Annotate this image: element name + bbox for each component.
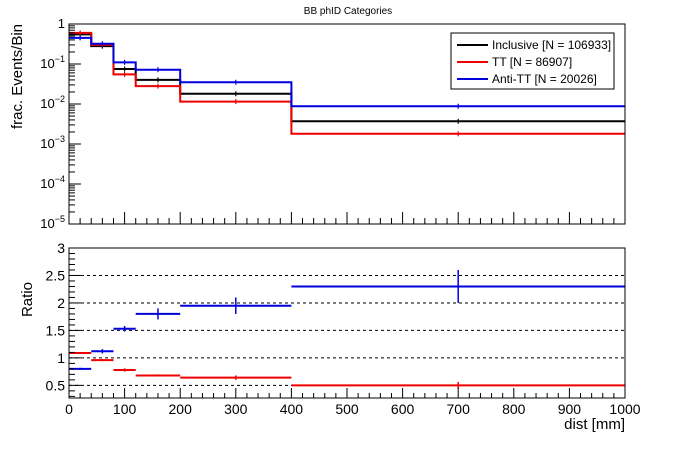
bottom-x-axis-label: dist [mm] xyxy=(564,416,625,433)
top-y-tick-label: 10−4 xyxy=(40,174,65,191)
top-y-tick-label: 10−1 xyxy=(40,54,65,71)
bottom-x-tick-label: 500 xyxy=(335,401,359,417)
top-y-tick-label: 10−3 xyxy=(40,134,65,151)
bottom-panel: 0 100 200 300 400 500 600 700 800 900 1000 0.5 1 1.5 2… xyxy=(19,240,641,433)
bottom-x-tick-label: 700 xyxy=(447,401,471,417)
bottom-y-axis-label: Ratio xyxy=(19,282,36,317)
bottom-axes: 0 100 200 300 400 500 600 700 800 900 1000 0.5 1 1.5 2… xyxy=(46,240,641,417)
legend-label-tt: TT [N = 86907] xyxy=(492,55,572,69)
bottom-x-tick-label: 0 xyxy=(65,401,73,417)
bottom-plot-data xyxy=(69,269,625,389)
bottom-x-tick-label: 600 xyxy=(391,401,415,417)
top-y-tick-label: 1 xyxy=(58,16,65,31)
bottom-x-tick-label: 1000 xyxy=(609,401,640,417)
bottom-y-tick-label: 1 xyxy=(57,350,65,366)
bottom-y-tick-label: 1.5 xyxy=(46,322,66,338)
bottom-x-tick-label: 900 xyxy=(558,401,582,417)
top-y-tick-label: 10−2 xyxy=(40,94,65,111)
top-y-axis-label: frac. Events/Bin xyxy=(9,24,26,129)
bottom-y-tick-label: 2 xyxy=(57,295,65,311)
legend-label-anti-tt: Anti-TT [N = 20026] xyxy=(492,72,597,86)
histogram-series-2 xyxy=(69,36,625,108)
bottom-x-tick-label: 300 xyxy=(224,401,248,417)
bottom-x-tick-label: 800 xyxy=(502,401,526,417)
bottom-y-tick-label: 3 xyxy=(57,240,65,256)
bottom-y-tick-label: 0.5 xyxy=(46,377,66,393)
bottom-x-tick-label: 100 xyxy=(113,401,137,417)
top-y-tick-label: 10−5 xyxy=(40,214,65,231)
bottom-x-tick-label: 400 xyxy=(280,401,304,417)
bottom-y-tick-label: 2.5 xyxy=(46,267,66,283)
top-plot-data xyxy=(69,30,625,137)
legend: Inclusive [N = 106933] TT [N = 86907] An… xyxy=(450,32,615,90)
bottom-x-tick-label: 200 xyxy=(169,401,193,417)
legend-label-inclusive: Inclusive [N = 106933] xyxy=(492,38,611,52)
top-axes: 10−5 10−4 10−3 10−2 10−1 1 xyxy=(40,16,626,231)
chart-title: BB phID Categories xyxy=(304,6,392,17)
top-panel: 10−5 10−4 10−3 10−2 10−1 1 frac. Events/Bin xyxy=(9,16,626,231)
